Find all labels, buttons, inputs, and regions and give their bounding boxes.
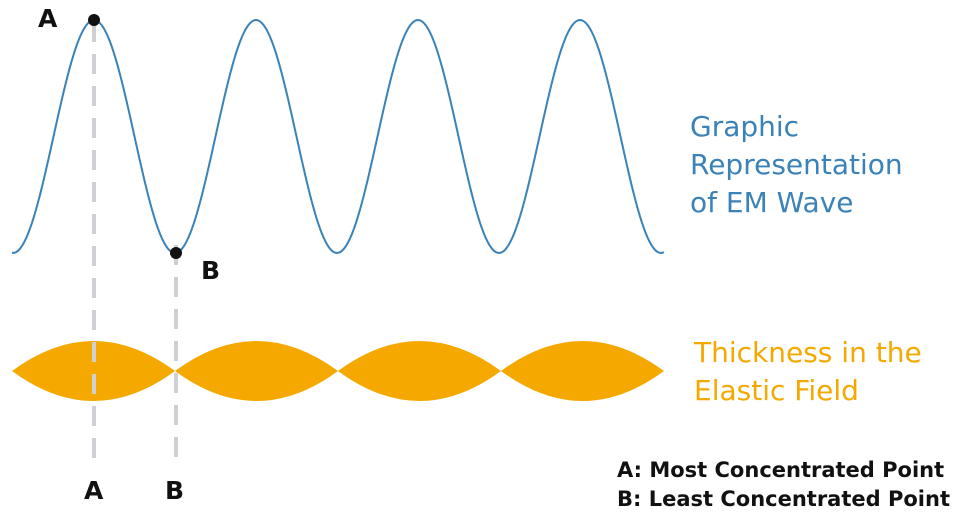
point-b-marker	[170, 247, 182, 259]
legend: A: Most Concentrated Point B: Least Conc…	[617, 456, 950, 514]
point-a-label: A	[38, 4, 58, 33]
wave-title: Graphic Representation of EM Wave	[690, 108, 903, 222]
field-title: Thickness in the Elastic Field	[694, 334, 922, 410]
elastic-field-shape	[12, 341, 664, 401]
field-title-line-2: Elastic Field	[694, 374, 859, 407]
legend-item-b: B: Least Concentrated Point	[617, 487, 950, 511]
wave-title-line-3: of EM Wave	[690, 186, 854, 219]
field-title-line-1: Thickness in the	[694, 336, 922, 369]
em-wave-curve	[12, 18, 665, 254]
axis-a-label: A	[84, 476, 104, 505]
point-b-label: B	[201, 256, 221, 285]
point-a-marker	[88, 14, 100, 26]
axis-b-label: B	[165, 476, 185, 505]
wave-title-line-1: Graphic	[690, 110, 800, 143]
wave-title-line-2: Representation	[690, 148, 903, 181]
legend-item-a: A: Most Concentrated Point	[617, 458, 945, 482]
